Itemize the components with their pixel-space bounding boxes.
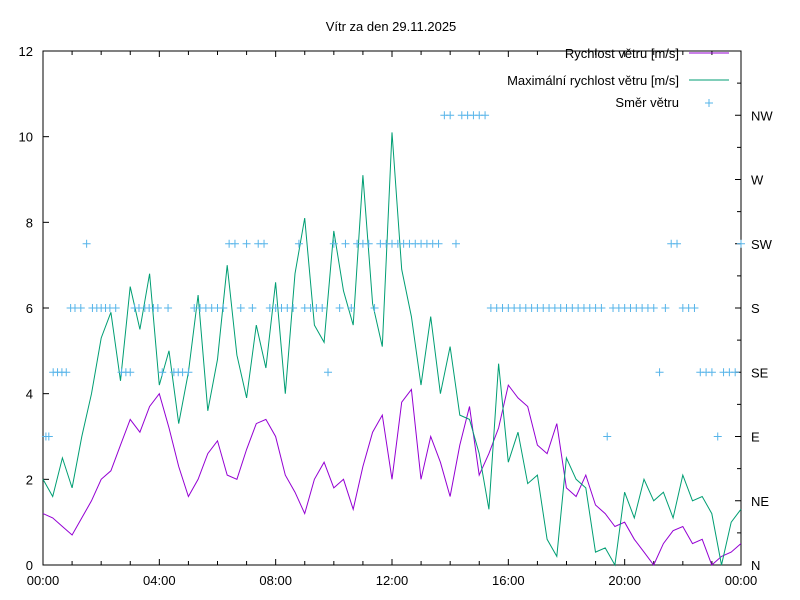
direction-point bbox=[153, 304, 162, 312]
direction-point bbox=[649, 304, 658, 312]
direction-point bbox=[341, 239, 350, 248]
direction-point bbox=[434, 239, 443, 248]
x-tick-label: 00:00 bbox=[725, 573, 758, 588]
x-tick-label: 04:00 bbox=[143, 573, 176, 588]
direction-point bbox=[248, 304, 257, 312]
direction-point bbox=[44, 432, 53, 441]
direction-point bbox=[289, 304, 298, 312]
x-tick-label: 12:00 bbox=[376, 573, 409, 588]
y2-tick-label: S bbox=[751, 301, 760, 316]
series-layer bbox=[41, 111, 745, 567]
direction-point bbox=[164, 304, 173, 312]
y2-tick-label: N bbox=[751, 558, 760, 573]
y-tick-label: 6 bbox=[26, 301, 33, 316]
chart-title: Vítr za den 29.11.2025 bbox=[326, 19, 457, 34]
y-tick-label: 2 bbox=[26, 472, 33, 487]
direction-point bbox=[76, 304, 85, 312]
direction-point bbox=[731, 368, 740, 377]
direction-point bbox=[324, 368, 333, 377]
legend-label-gust: Maximální rychlost větru [m/s] bbox=[507, 73, 679, 88]
legend-plus-icon bbox=[705, 99, 713, 107]
direction-point bbox=[597, 304, 606, 312]
y2-tick-label: SW bbox=[751, 237, 773, 252]
direction-point bbox=[347, 304, 356, 312]
y-tick-label: 0 bbox=[26, 558, 33, 573]
y-tick-label: 8 bbox=[26, 215, 33, 230]
direction-point bbox=[690, 304, 699, 312]
y-tick-label: 12 bbox=[19, 44, 33, 59]
legend-label-direction: Směr větru bbox=[615, 95, 679, 110]
direction-point bbox=[236, 304, 245, 312]
direction-point bbox=[446, 111, 455, 120]
plot-axes: 0 2 4 6 8 10 12 00:00 04:00 08:00 12:00 16:00 20:00 0… bbox=[19, 44, 774, 588]
direction-point bbox=[126, 368, 135, 377]
series-direction bbox=[41, 111, 745, 441]
series-0 bbox=[42, 383, 742, 566]
direction-point bbox=[111, 304, 120, 312]
direction-point bbox=[294, 239, 303, 248]
y2-tick-label: SE bbox=[751, 365, 769, 380]
direction-point bbox=[318, 304, 327, 312]
x-tick-label: 20:00 bbox=[608, 573, 641, 588]
y2-tick-label: W bbox=[751, 173, 764, 188]
direction-point bbox=[242, 239, 251, 248]
y2-tick-label: NE bbox=[751, 494, 769, 509]
direction-point bbox=[707, 368, 716, 377]
y2-tick-label: NW bbox=[751, 108, 773, 123]
legend-label-speed: Rychlost větru [m/s] bbox=[565, 46, 679, 61]
direction-point bbox=[655, 368, 664, 377]
direction-point bbox=[184, 368, 193, 377]
direction-point bbox=[62, 368, 71, 377]
x-tick-label: 08:00 bbox=[259, 573, 292, 588]
x-tick-label: 16:00 bbox=[492, 573, 525, 588]
series-1 bbox=[42, 132, 742, 567]
direction-point bbox=[481, 111, 490, 120]
x-tick-label: 00:00 bbox=[27, 573, 60, 588]
y2-tick-label: E bbox=[751, 430, 760, 445]
y-tick-label: 4 bbox=[26, 387, 33, 402]
direction-point bbox=[82, 239, 91, 248]
direction-point bbox=[219, 304, 228, 312]
direction-point bbox=[370, 304, 379, 312]
direction-point bbox=[603, 432, 612, 441]
direction-point bbox=[335, 304, 344, 312]
direction-point bbox=[158, 368, 167, 377]
direction-point bbox=[260, 239, 269, 248]
direction-point bbox=[661, 304, 670, 312]
direction-point bbox=[737, 239, 745, 248]
direction-point bbox=[713, 432, 722, 441]
direction-point bbox=[451, 239, 460, 248]
direction-point bbox=[673, 239, 682, 248]
legend-swatch-direction bbox=[705, 99, 713, 107]
series-line bbox=[42, 383, 742, 566]
legend: Rychlost větru [m/s] Maximální rychlost … bbox=[507, 46, 729, 110]
direction-point bbox=[230, 239, 239, 248]
direction-point bbox=[364, 239, 373, 248]
y-tick-label: 10 bbox=[19, 130, 33, 145]
series-line bbox=[42, 132, 742, 567]
direction-point bbox=[329, 239, 338, 248]
